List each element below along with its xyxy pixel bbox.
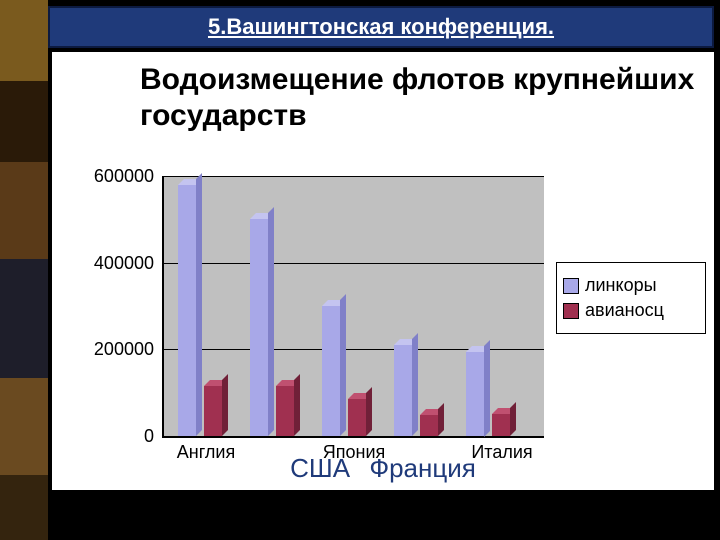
legend: линкоры авианосц — [556, 262, 706, 334]
plot-area — [162, 176, 544, 438]
chart-panel: Водоизмещение флотов крупнейших государс… — [52, 52, 714, 490]
legend-swatch-1 — [563, 303, 579, 319]
header-title: 5.Вашингтонская конференция. — [208, 14, 554, 40]
bar — [492, 414, 510, 436]
decorative-side-strip — [0, 0, 48, 540]
ytick-2: 400000 — [84, 253, 154, 274]
gridline — [164, 263, 544, 264]
legend-item-1: авианосц — [563, 300, 699, 321]
legend-item-0: линкоры — [563, 275, 699, 296]
header-banner: 5.Вашингтонская конференция. — [48, 6, 714, 48]
bar — [466, 352, 484, 437]
bar — [420, 415, 438, 436]
bar — [322, 306, 340, 436]
ytick-0: 0 — [84, 426, 154, 447]
bar — [348, 399, 366, 436]
ytick-1: 200000 — [84, 339, 154, 360]
chart-area: 0 200000 400000 600000 Англия Япония Ита… — [82, 176, 712, 466]
bar — [394, 345, 412, 436]
extra-label-1: Франция — [369, 453, 476, 483]
legend-swatch-0 — [563, 278, 579, 294]
chart-title: Водоизмещение флотов крупнейших государс… — [140, 62, 714, 134]
extra-category-labels: США Франция — [52, 453, 714, 484]
bar — [204, 386, 222, 436]
bar — [276, 386, 294, 436]
bar — [178, 185, 196, 436]
slide-frame: 5.Вашингтонская конференция. Водоизмещен… — [0, 0, 720, 540]
legend-label-1: авианосц — [585, 300, 664, 321]
bar — [250, 219, 268, 436]
legend-label-0: линкоры — [585, 275, 657, 296]
extra-label-0: США — [290, 453, 350, 483]
gridline — [164, 176, 544, 177]
ytick-3: 600000 — [84, 166, 154, 187]
